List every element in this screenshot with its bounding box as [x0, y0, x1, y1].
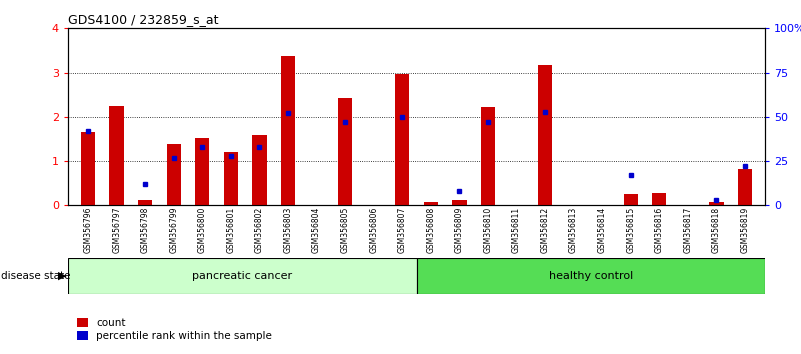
Bar: [110, 106, 124, 205]
Bar: [453, 200, 466, 205]
Bar: [252, 135, 267, 205]
Bar: [417, 258, 765, 294]
Legend: count, percentile rank within the sample: count, percentile rank within the sample: [74, 314, 276, 345]
Bar: [138, 200, 152, 205]
Text: GDS4100 / 232859_s_at: GDS4100 / 232859_s_at: [68, 13, 219, 26]
Bar: [538, 65, 552, 205]
Bar: [624, 194, 638, 205]
Bar: [81, 132, 95, 205]
Bar: [395, 74, 409, 205]
Bar: [424, 202, 438, 205]
Bar: [223, 152, 238, 205]
Bar: [481, 107, 495, 205]
Bar: [195, 138, 209, 205]
Bar: [652, 193, 666, 205]
Text: pancreatic cancer: pancreatic cancer: [192, 271, 292, 281]
Bar: [338, 98, 352, 205]
Text: disease state: disease state: [1, 271, 70, 281]
Bar: [738, 169, 752, 205]
Text: healthy control: healthy control: [549, 271, 633, 281]
Bar: [167, 144, 181, 205]
Bar: [709, 202, 723, 205]
Bar: [68, 258, 417, 294]
Text: ▶: ▶: [58, 271, 66, 281]
Bar: [281, 56, 295, 205]
